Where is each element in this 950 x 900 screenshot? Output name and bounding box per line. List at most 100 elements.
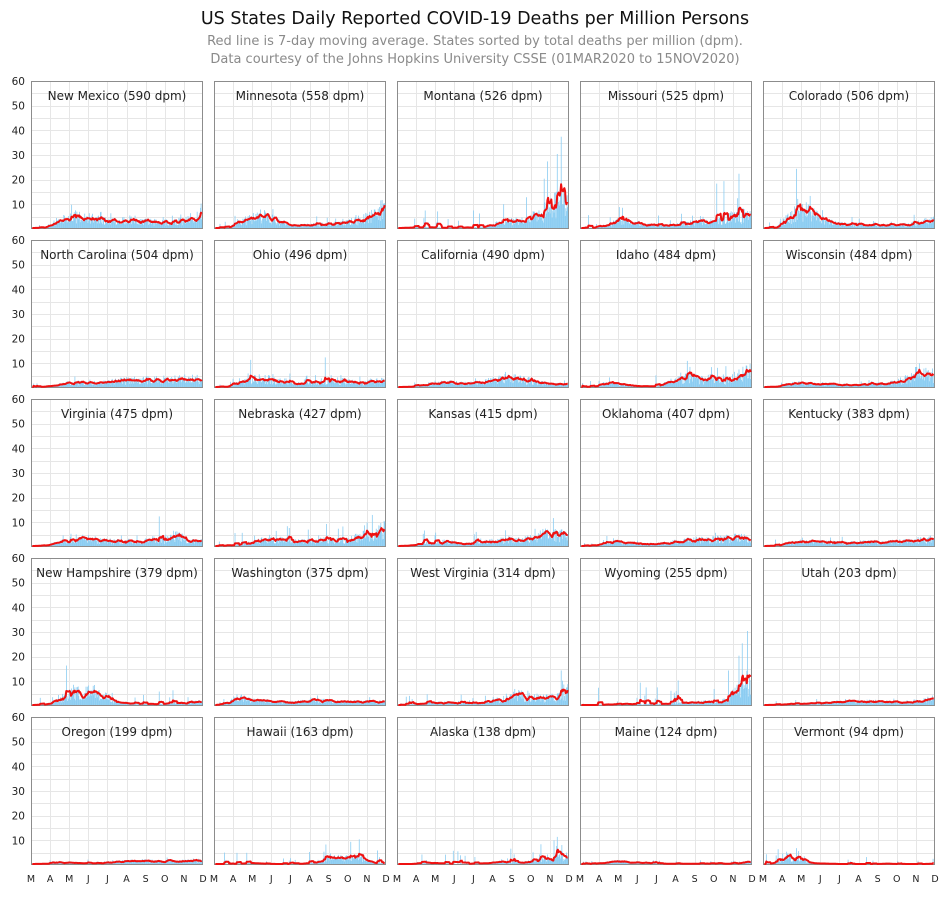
daily-death-bar [81, 381, 83, 387]
daily-death-bar [509, 539, 510, 546]
daily-death-bar [191, 219, 193, 228]
daily-death-bar [108, 693, 110, 705]
daily-death-bar [296, 226, 298, 228]
daily-death-bar [151, 541, 153, 546]
daily-death-bar [332, 379, 334, 387]
daily-death-bar [428, 227, 429, 228]
daily-death-bar [92, 213, 93, 228]
daily-death-bar [473, 545, 474, 546]
daily-death-bar [309, 381, 310, 387]
daily-death-bar [92, 537, 93, 546]
daily-death-bar [618, 385, 620, 387]
daily-death-bar [275, 530, 277, 546]
daily-death-bar [98, 382, 100, 387]
daily-death-bar [672, 223, 674, 228]
daily-death-bar [556, 191, 558, 228]
daily-death-bar [333, 382, 335, 387]
daily-death-bar [67, 381, 69, 387]
daily-death-bar [865, 543, 867, 546]
daily-death-bar [160, 542, 162, 546]
daily-death-bar [739, 541, 741, 546]
daily-death-bar [876, 541, 878, 546]
daily-death-bar [235, 545, 237, 546]
daily-death-bar [118, 541, 120, 546]
daily-death-bar [632, 541, 633, 546]
daily-death-bar [529, 542, 531, 546]
daily-death-bar [365, 381, 367, 387]
daily-death-bar [517, 377, 519, 387]
daily-death-bar [500, 379, 502, 387]
daily-death-bar [467, 544, 469, 546]
daily-death-bar [415, 385, 417, 387]
daily-death-bar [370, 700, 372, 705]
daily-death-bar [369, 533, 371, 546]
daily-death-bar [791, 210, 793, 228]
daily-death-bar [491, 700, 493, 705]
daily-death-bar [505, 380, 507, 387]
daily-death-bar [348, 703, 350, 705]
daily-death-bar [514, 223, 516, 228]
daily-death-bar [675, 543, 676, 546]
daily-death-bar [383, 378, 384, 387]
daily-death-bar [546, 213, 548, 228]
daily-death-bar [566, 211, 567, 228]
daily-death-bar [632, 223, 633, 228]
daily-death-bar [726, 381, 727, 387]
daily-death-bar [875, 385, 876, 387]
daily-death-bar [629, 544, 631, 546]
daily-death-bar [180, 703, 182, 705]
daily-death-bar [67, 381, 69, 387]
daily-death-bar [343, 222, 345, 228]
daily-death-bar [82, 221, 84, 228]
daily-death-bar [889, 382, 891, 387]
daily-death-bar [296, 385, 297, 387]
daily-death-bar [687, 221, 689, 228]
daily-death-bar [565, 690, 567, 705]
daily-death-bar [132, 704, 133, 705]
daily-death-bar [317, 699, 319, 705]
daily-death-bar [680, 544, 682, 546]
daily-death-bar [645, 225, 647, 228]
daily-death-bar [614, 221, 616, 228]
daily-death-bar [793, 544, 795, 546]
daily-death-bar [470, 703, 472, 705]
daily-death-bar [106, 698, 108, 705]
daily-death-bar [67, 542, 69, 546]
daily-death-bar [510, 695, 512, 705]
daily-death-bar [324, 380, 325, 387]
daily-death-bar [330, 537, 332, 546]
daily-death-bar [251, 224, 253, 228]
daily-death-bar [119, 383, 121, 387]
daily-death-bar [308, 224, 310, 228]
daily-death-bar [143, 540, 145, 546]
daily-death-bar [704, 539, 706, 546]
daily-death-bar [656, 226, 658, 228]
daily-death-bar [283, 701, 285, 705]
daily-death-bar [341, 382, 342, 387]
daily-death-bar [531, 699, 533, 705]
daily-death-bar [520, 383, 522, 387]
daily-death-bar [866, 224, 867, 228]
daily-death-bar [164, 539, 166, 546]
daily-death-bar [189, 382, 191, 387]
daily-death-bar [705, 224, 707, 228]
daily-death-bar [171, 536, 173, 546]
daily-death-bar [156, 380, 158, 387]
daily-death-bar [188, 217, 190, 228]
daily-death-bar [337, 528, 339, 546]
daily-death-bar [322, 381, 324, 387]
daily-death-bar [302, 383, 304, 387]
daily-death-bar [321, 541, 323, 546]
daily-death-bar [235, 698, 237, 705]
daily-death-bar [734, 214, 736, 228]
daily-death-bar [252, 700, 254, 705]
state-label: New Mexico (590 dpm) [48, 89, 187, 103]
daily-death-bar [815, 210, 817, 228]
daily-death-bar [114, 540, 116, 546]
daily-death-bar [692, 381, 693, 387]
daily-death-bar [178, 377, 180, 387]
daily-death-bar [507, 376, 508, 387]
daily-death-bar [455, 385, 457, 387]
daily-death-bar [180, 534, 182, 546]
daily-death-bar [559, 530, 561, 546]
